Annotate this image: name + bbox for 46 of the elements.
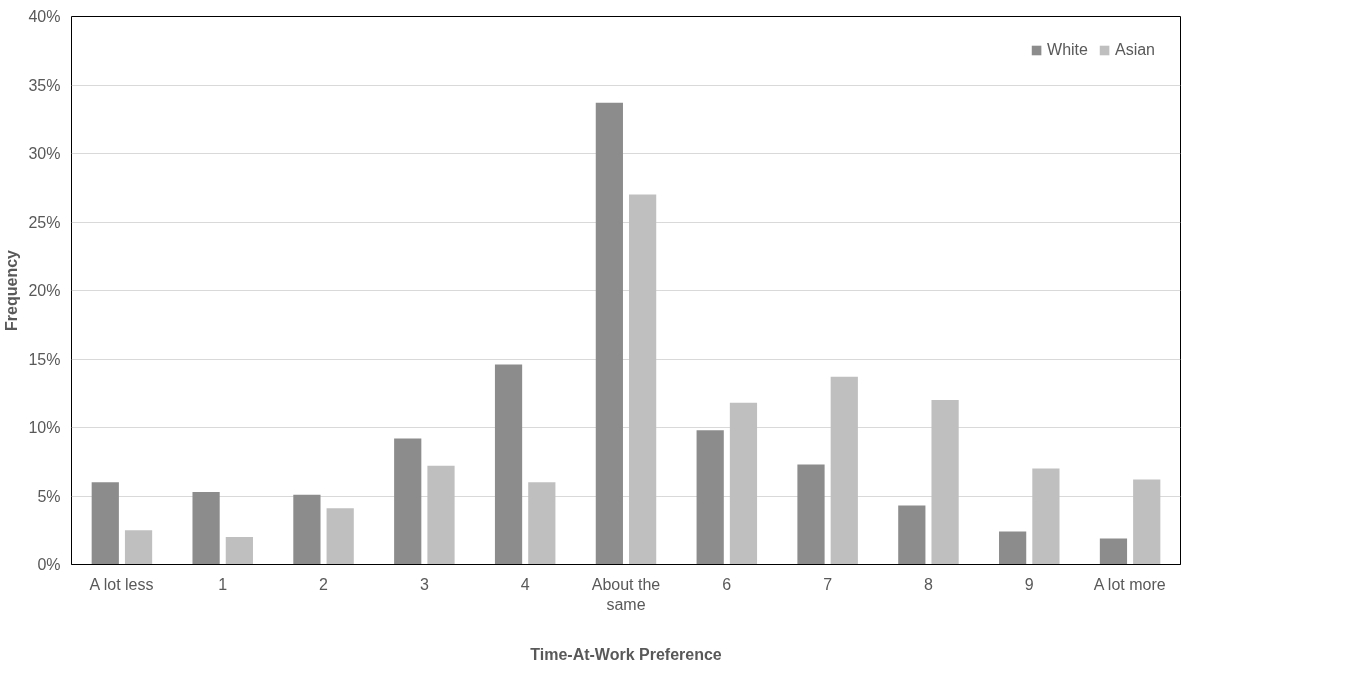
y-tick-label: 5%	[37, 487, 61, 505]
x-tick-label: A lot less	[89, 575, 154, 593]
y-tick-label: 25%	[28, 213, 61, 231]
legend-label: Asian	[1114, 41, 1155, 59]
x-tick-label: 9	[1024, 575, 1034, 593]
x-tick-label: 4	[520, 575, 530, 593]
x-tick-label: 7	[823, 575, 833, 593]
y-tick-label: 20%	[28, 282, 61, 299]
y-tick-label: 10%	[28, 419, 61, 436]
bar	[696, 430, 724, 565]
y-tick-label: 30%	[28, 145, 61, 162]
y-axis-title: Frequency	[3, 249, 21, 331]
bar	[225, 537, 253, 565]
x-tick-label: A lot more	[1093, 575, 1166, 593]
legend-label: White	[1047, 41, 1088, 59]
x-tick-label: 6	[722, 575, 732, 593]
bar	[898, 505, 926, 565]
bar	[528, 482, 556, 565]
bar	[427, 465, 455, 565]
bar	[124, 530, 153, 565]
bar	[830, 376, 858, 565]
bar	[1032, 468, 1060, 565]
bar	[931, 400, 959, 565]
y-tick-label: 40%	[28, 8, 61, 25]
bar	[729, 402, 758, 565]
bar	[629, 194, 657, 565]
x-tick-label: About the same	[591, 575, 661, 613]
bar	[797, 464, 825, 565]
x-axis-title: Time-At-Work Preference	[530, 645, 722, 663]
bar	[999, 531, 1027, 565]
bar	[494, 364, 523, 565]
x-tick-label: 2	[319, 575, 329, 593]
x-tick-label: 3	[419, 575, 429, 593]
bar	[1099, 538, 1128, 565]
x-tick-label: 8	[924, 575, 934, 593]
bar	[192, 491, 220, 565]
bar	[1133, 479, 1161, 565]
bar	[595, 102, 623, 565]
bar	[326, 508, 354, 565]
y-tick-label: 0%	[37, 556, 61, 573]
x-tick-label: 1	[218, 575, 228, 593]
y-tick-label: 15%	[28, 350, 61, 368]
bar	[394, 438, 422, 565]
bar	[293, 494, 321, 565]
y-tick-label: 35%	[28, 76, 61, 94]
bar	[91, 482, 119, 565]
